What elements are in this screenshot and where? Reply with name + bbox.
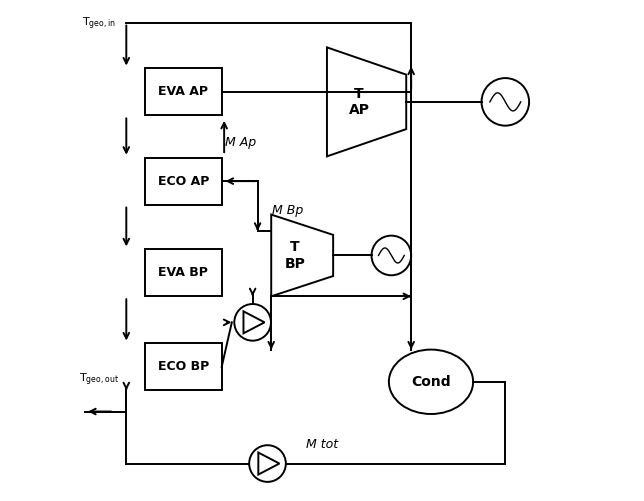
Text: ECO AP: ECO AP — [158, 175, 209, 188]
Text: EVA AP: EVA AP — [158, 86, 208, 99]
Text: Cond: Cond — [411, 375, 451, 389]
Circle shape — [234, 304, 271, 341]
FancyBboxPatch shape — [145, 249, 222, 296]
Text: M Bp: M Bp — [272, 204, 304, 217]
FancyBboxPatch shape — [145, 69, 222, 116]
Text: T$_{\mathsf{geo,out}}$: T$_{\mathsf{geo,out}}$ — [79, 372, 119, 388]
Polygon shape — [271, 214, 333, 296]
Circle shape — [482, 78, 529, 126]
Text: EVA BP: EVA BP — [158, 267, 208, 279]
Ellipse shape — [389, 350, 473, 414]
FancyBboxPatch shape — [145, 158, 222, 205]
Circle shape — [372, 235, 411, 275]
Text: M Ap: M Ap — [225, 136, 256, 149]
Polygon shape — [243, 311, 265, 333]
Text: T
AP: T AP — [348, 87, 370, 117]
Text: T
BP: T BP — [284, 240, 305, 271]
Text: T$_{\mathsf{geo,in}}$: T$_{\mathsf{geo,in}}$ — [82, 15, 116, 32]
Circle shape — [249, 445, 286, 482]
Polygon shape — [258, 452, 279, 474]
Polygon shape — [327, 48, 406, 156]
Text: M tot: M tot — [306, 438, 338, 451]
FancyBboxPatch shape — [145, 343, 222, 390]
Text: ECO BP: ECO BP — [158, 360, 209, 373]
